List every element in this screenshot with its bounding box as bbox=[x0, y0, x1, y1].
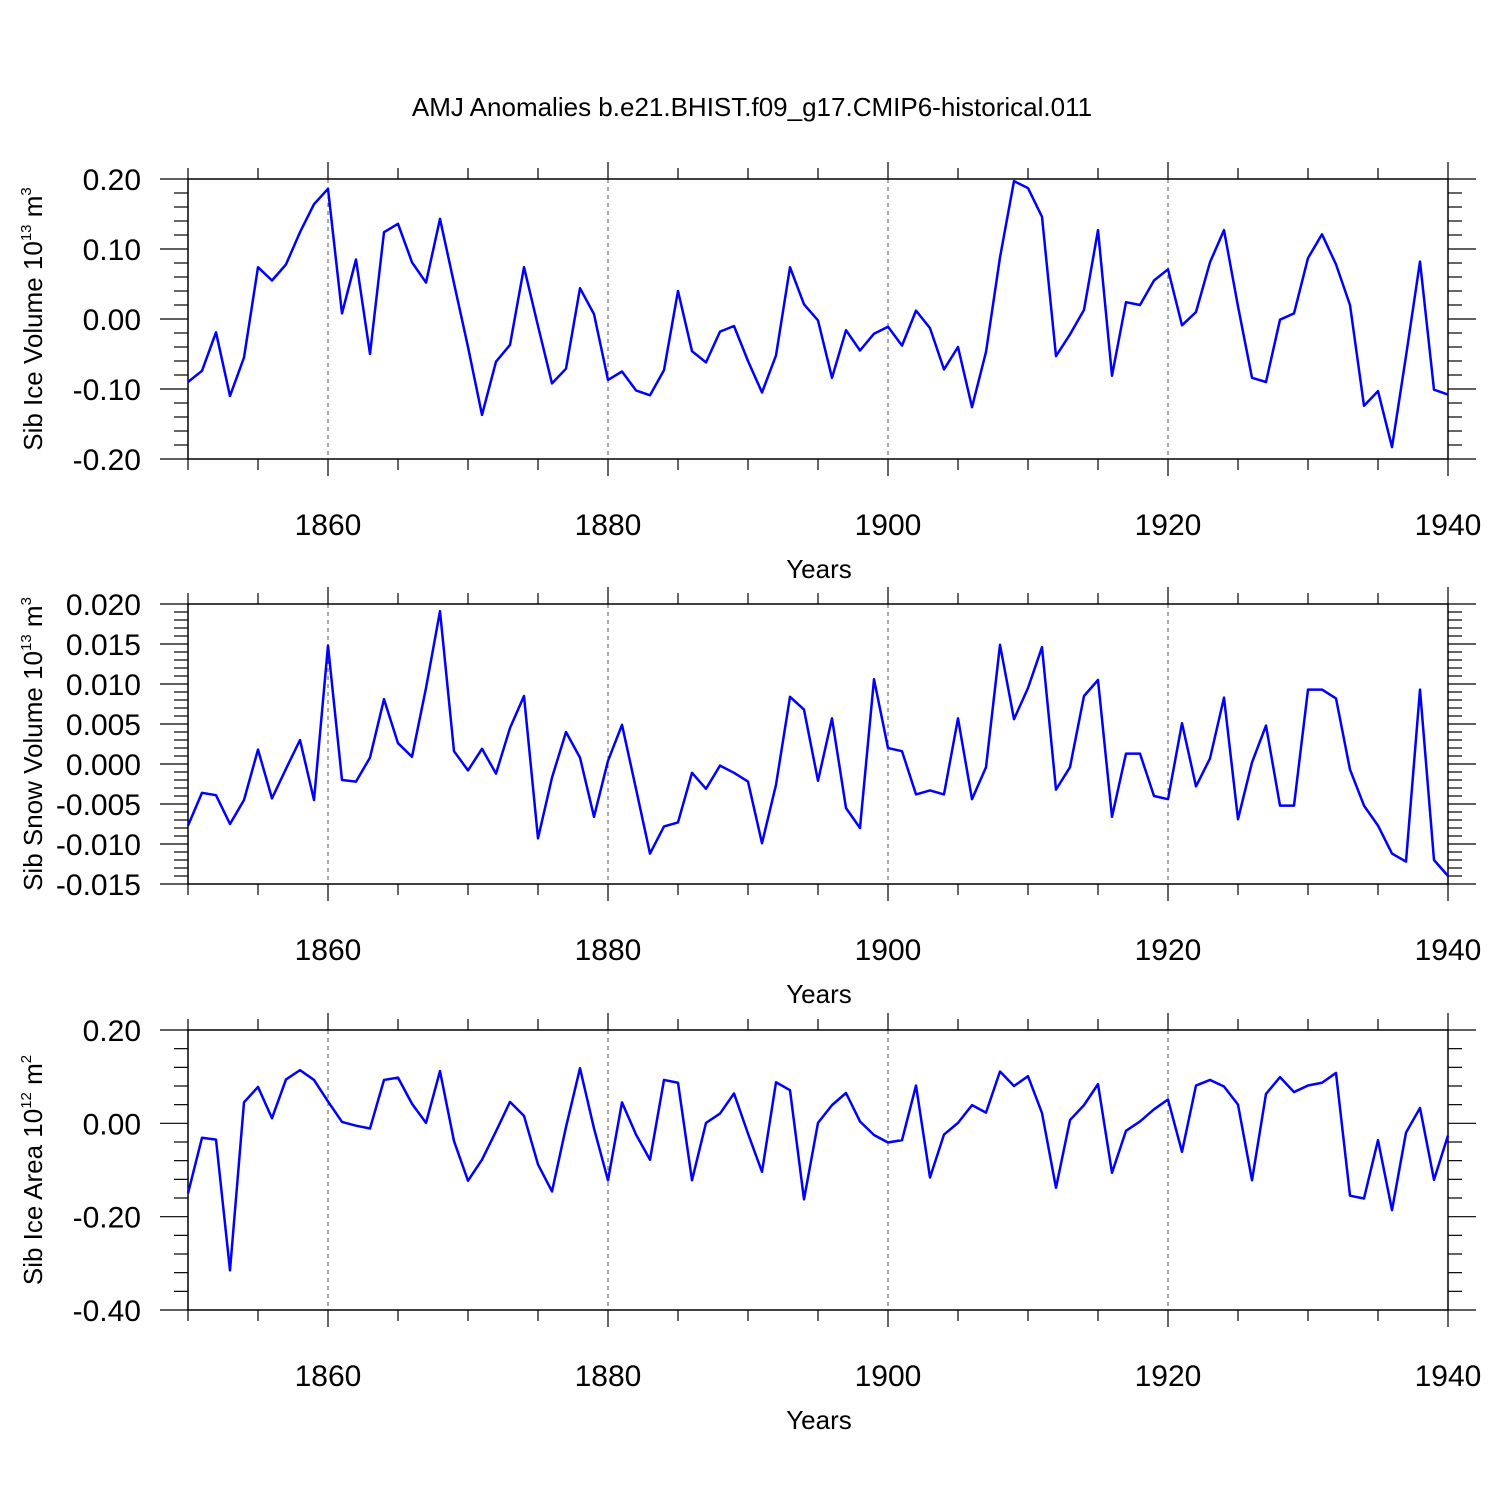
x-tick-label: 1900 bbox=[855, 1360, 922, 1393]
x-tick-label: 1900 bbox=[855, 509, 922, 542]
y-axis-label: Sib Snow Volume 1013 m3 bbox=[18, 597, 48, 891]
x-tick-label: 1940 bbox=[1415, 934, 1482, 967]
y-tick-label: 0.20 bbox=[83, 164, 141, 197]
y-tick-label: -0.20 bbox=[73, 444, 141, 477]
y-axis-label: Sib Ice Area 1012 m2 bbox=[18, 1055, 48, 1285]
x-tick-label: 1860 bbox=[295, 509, 362, 542]
y-tick-label: 0.020 bbox=[66, 589, 141, 622]
y-tick-label: 0.00 bbox=[83, 1108, 141, 1141]
x-tick-label: 1920 bbox=[1135, 934, 1202, 967]
y-tick-label: 0.00 bbox=[83, 304, 141, 337]
x-axis-label: Years bbox=[786, 979, 852, 1009]
x-tick-label: 1880 bbox=[575, 934, 642, 967]
plot-frame bbox=[187, 1029, 1449, 1311]
x-tick-label: 1920 bbox=[1135, 509, 1202, 542]
panel-2: -0.015 -0.010 -0.005 0.000 0.005 0.010 0.015 0.… bbox=[18, 587, 1481, 1009]
y-tick-label: 0.000 bbox=[66, 749, 141, 782]
y-tick-label: 0.20 bbox=[83, 1015, 141, 1048]
x-tick-label: 1900 bbox=[855, 934, 922, 967]
y-tick-label: -0.10 bbox=[73, 374, 141, 407]
x-axis-label: Years bbox=[786, 1405, 852, 1435]
x-tick-label: 1860 bbox=[295, 934, 362, 967]
y-tick-label: 0.10 bbox=[83, 234, 141, 267]
y-tick-label: -0.010 bbox=[56, 829, 141, 862]
x-tick-label: 1940 bbox=[1415, 509, 1482, 542]
y-tick-label: 0.005 bbox=[66, 709, 141, 742]
panel-1: -0.20 -0.10 0.00 0.10 0.20 1860 1880 1900 1920 19… bbox=[18, 162, 1481, 584]
series-line bbox=[187, 179, 1449, 449]
y-tick-label: -0.005 bbox=[56, 789, 141, 822]
y-tick-label: 0.015 bbox=[66, 629, 141, 662]
x-tick-label: 1880 bbox=[575, 509, 642, 542]
x-tick-label: 1920 bbox=[1135, 1360, 1202, 1393]
panels: -0.20 -0.10 0.00 0.10 0.20 1860 1880 1900 1920 19… bbox=[18, 162, 1481, 1435]
series-line bbox=[186, 609, 1449, 877]
chart-title: AMJ Anomalies b.e21.BHIST.f09_g17.CMIP6-… bbox=[412, 92, 1092, 122]
x-tick-label: 1880 bbox=[575, 1360, 642, 1393]
x-tick-label: 1860 bbox=[295, 1360, 362, 1393]
y-axis-label: Sib Ice Volume 1013 m3 bbox=[18, 187, 48, 451]
x-axis-label: Years bbox=[786, 554, 852, 584]
y-tick-label: 0.010 bbox=[66, 669, 141, 702]
panel-3: -0.40 -0.20 0.00 0.20 1860 1880 1900 1920 1940 Ye… bbox=[18, 1013, 1481, 1435]
y-tick-label: -0.015 bbox=[56, 869, 141, 902]
y-tick-label: -0.40 bbox=[73, 1295, 141, 1328]
x-tick-label: 1940 bbox=[1415, 1360, 1482, 1393]
series-line bbox=[186, 1067, 1450, 1272]
y-tick-label: -0.20 bbox=[73, 1202, 141, 1235]
